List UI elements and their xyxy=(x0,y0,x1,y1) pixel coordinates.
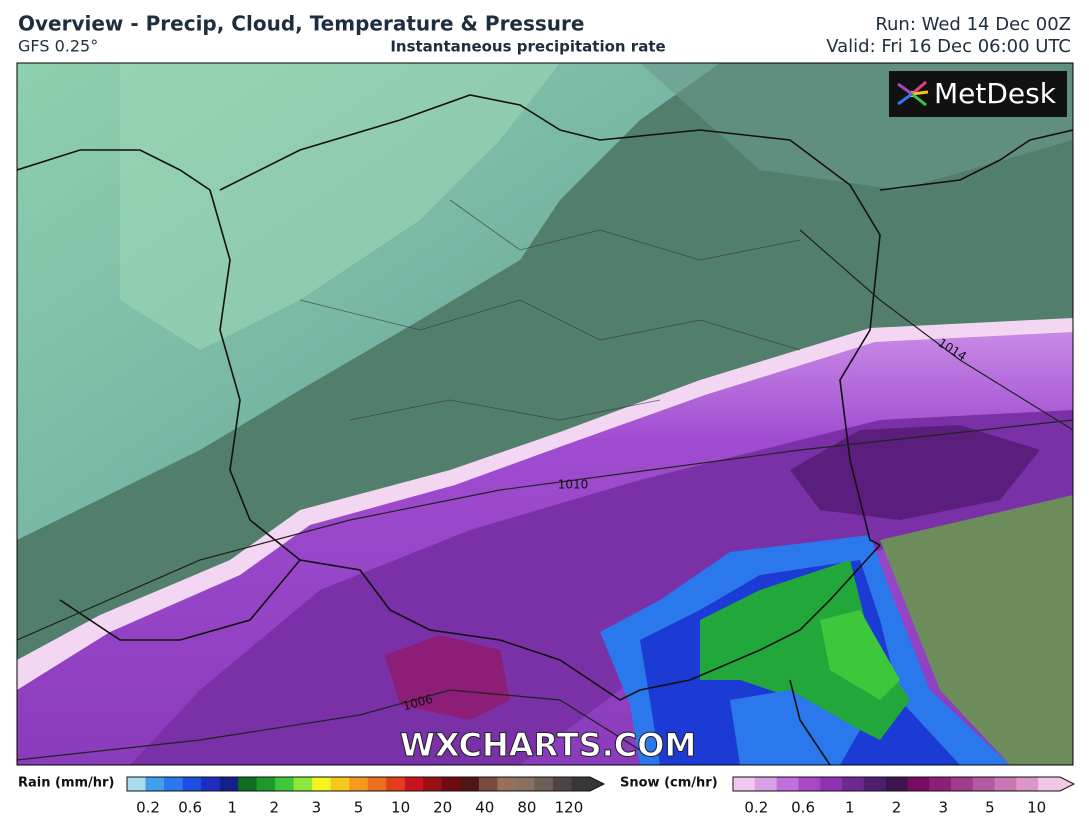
rain-color-box xyxy=(441,777,461,791)
snow-color-box xyxy=(885,777,908,791)
rain-color-box xyxy=(571,777,591,791)
rain-tick-label: 1 xyxy=(227,799,237,817)
rain-area xyxy=(730,690,860,765)
watermark: WXCHARTS.COM xyxy=(400,726,697,764)
rain-tick-label: 0.2 xyxy=(136,799,160,817)
rain-color-box xyxy=(127,777,146,791)
snow-color-box xyxy=(776,777,799,791)
rain-color-box xyxy=(534,777,554,791)
rain-color-box xyxy=(219,777,239,791)
snow-color-box xyxy=(1038,777,1061,791)
rain-tick-label: 0.6 xyxy=(178,799,202,817)
title: Overview - Precip, Cloud, Temperature & … xyxy=(18,12,584,36)
ground-area xyxy=(880,495,1073,765)
snow-tick-label: 1 xyxy=(845,799,855,817)
logo: MetDesk xyxy=(934,77,1057,110)
rain-color-box xyxy=(330,777,350,791)
rain-tick-label: 2 xyxy=(270,799,280,817)
rain-color-box xyxy=(423,777,443,791)
snow-color-box xyxy=(929,777,952,791)
subtitle: Instantaneous precipitation rate xyxy=(390,38,665,56)
snow-color-box xyxy=(907,777,930,791)
run-time: Run: Wed 14 Dec 00Z xyxy=(875,14,1071,35)
rain-tick-label: 3 xyxy=(312,799,322,817)
map-frame xyxy=(16,62,1074,766)
snow-tick-label: 5 xyxy=(985,799,995,817)
snow-color-box xyxy=(798,777,821,791)
rain-bar-outline xyxy=(126,776,606,792)
rain-color-box xyxy=(238,777,257,791)
model: GFS 0.25° xyxy=(18,37,98,56)
rain-tick-label: 20 xyxy=(433,799,452,817)
snow-color-box xyxy=(733,777,756,791)
rain-color-box xyxy=(349,777,369,791)
isobar-label: 1010 xyxy=(558,478,589,492)
snow-heaviest xyxy=(385,635,510,720)
map-area: 1014 1010 1006 WXCHARTS.COM MetDesk xyxy=(17,63,1073,765)
rain-color-box xyxy=(497,777,517,791)
snow-color-box xyxy=(1016,777,1039,791)
snow-tick-label: 3 xyxy=(938,799,948,817)
rain-color-box xyxy=(275,777,294,791)
snow-bar-outline xyxy=(732,776,1076,792)
rain-color-box xyxy=(386,777,406,791)
regional-borders xyxy=(299,199,801,421)
rain-tick-label: 10 xyxy=(391,799,410,817)
rain-tick-label: 5 xyxy=(354,799,364,817)
rain-color-box xyxy=(404,777,424,791)
valid-time: Valid: Fri 16 Dec 06:00 UTC xyxy=(826,36,1071,57)
rain-color-box xyxy=(552,777,572,791)
rain-color-box xyxy=(293,777,313,791)
snow-color-box xyxy=(994,777,1017,791)
rain-color-box xyxy=(164,777,183,791)
logo-icon xyxy=(897,80,929,107)
rain-color-box xyxy=(182,777,202,791)
snow-color-box xyxy=(972,777,995,791)
isobars xyxy=(17,229,1073,761)
rain-tick-label: 80 xyxy=(517,799,536,817)
snow-tick-label: 2 xyxy=(892,799,902,817)
rain-color-box xyxy=(145,777,165,791)
snow-bar-arrow xyxy=(1060,777,1074,791)
rain-color-box xyxy=(256,777,276,791)
rain-tick-label: 40 xyxy=(475,799,494,817)
rain-legend-title: Rain (mm/hr) xyxy=(18,776,114,791)
snow-color-box xyxy=(842,777,865,791)
rain-area xyxy=(700,560,910,740)
snow-legend-title: Snow (cm/hr) xyxy=(620,776,718,791)
rain-color-box xyxy=(312,777,332,791)
rain-bar-arrow xyxy=(590,777,604,791)
snow-tick-label: 0.2 xyxy=(744,799,768,817)
rain-color-box xyxy=(367,777,387,791)
borders xyxy=(17,94,1073,765)
snow-color-box xyxy=(951,777,974,791)
snow-color-box xyxy=(754,777,777,791)
snow-tick-label: 0.6 xyxy=(791,799,815,817)
snow-tick-label: 10 xyxy=(1027,799,1046,817)
rain-area xyxy=(820,610,900,700)
rain-color-box xyxy=(201,777,220,791)
cloud-area xyxy=(120,63,560,350)
snow-color-box xyxy=(863,777,886,791)
rain-color-box xyxy=(478,777,498,791)
snow-color-box xyxy=(820,777,843,791)
rain-tick-label: 120 xyxy=(555,799,584,817)
snow-heavier xyxy=(790,425,1040,520)
rain-color-box xyxy=(460,777,480,791)
rain-color-box xyxy=(515,777,535,791)
